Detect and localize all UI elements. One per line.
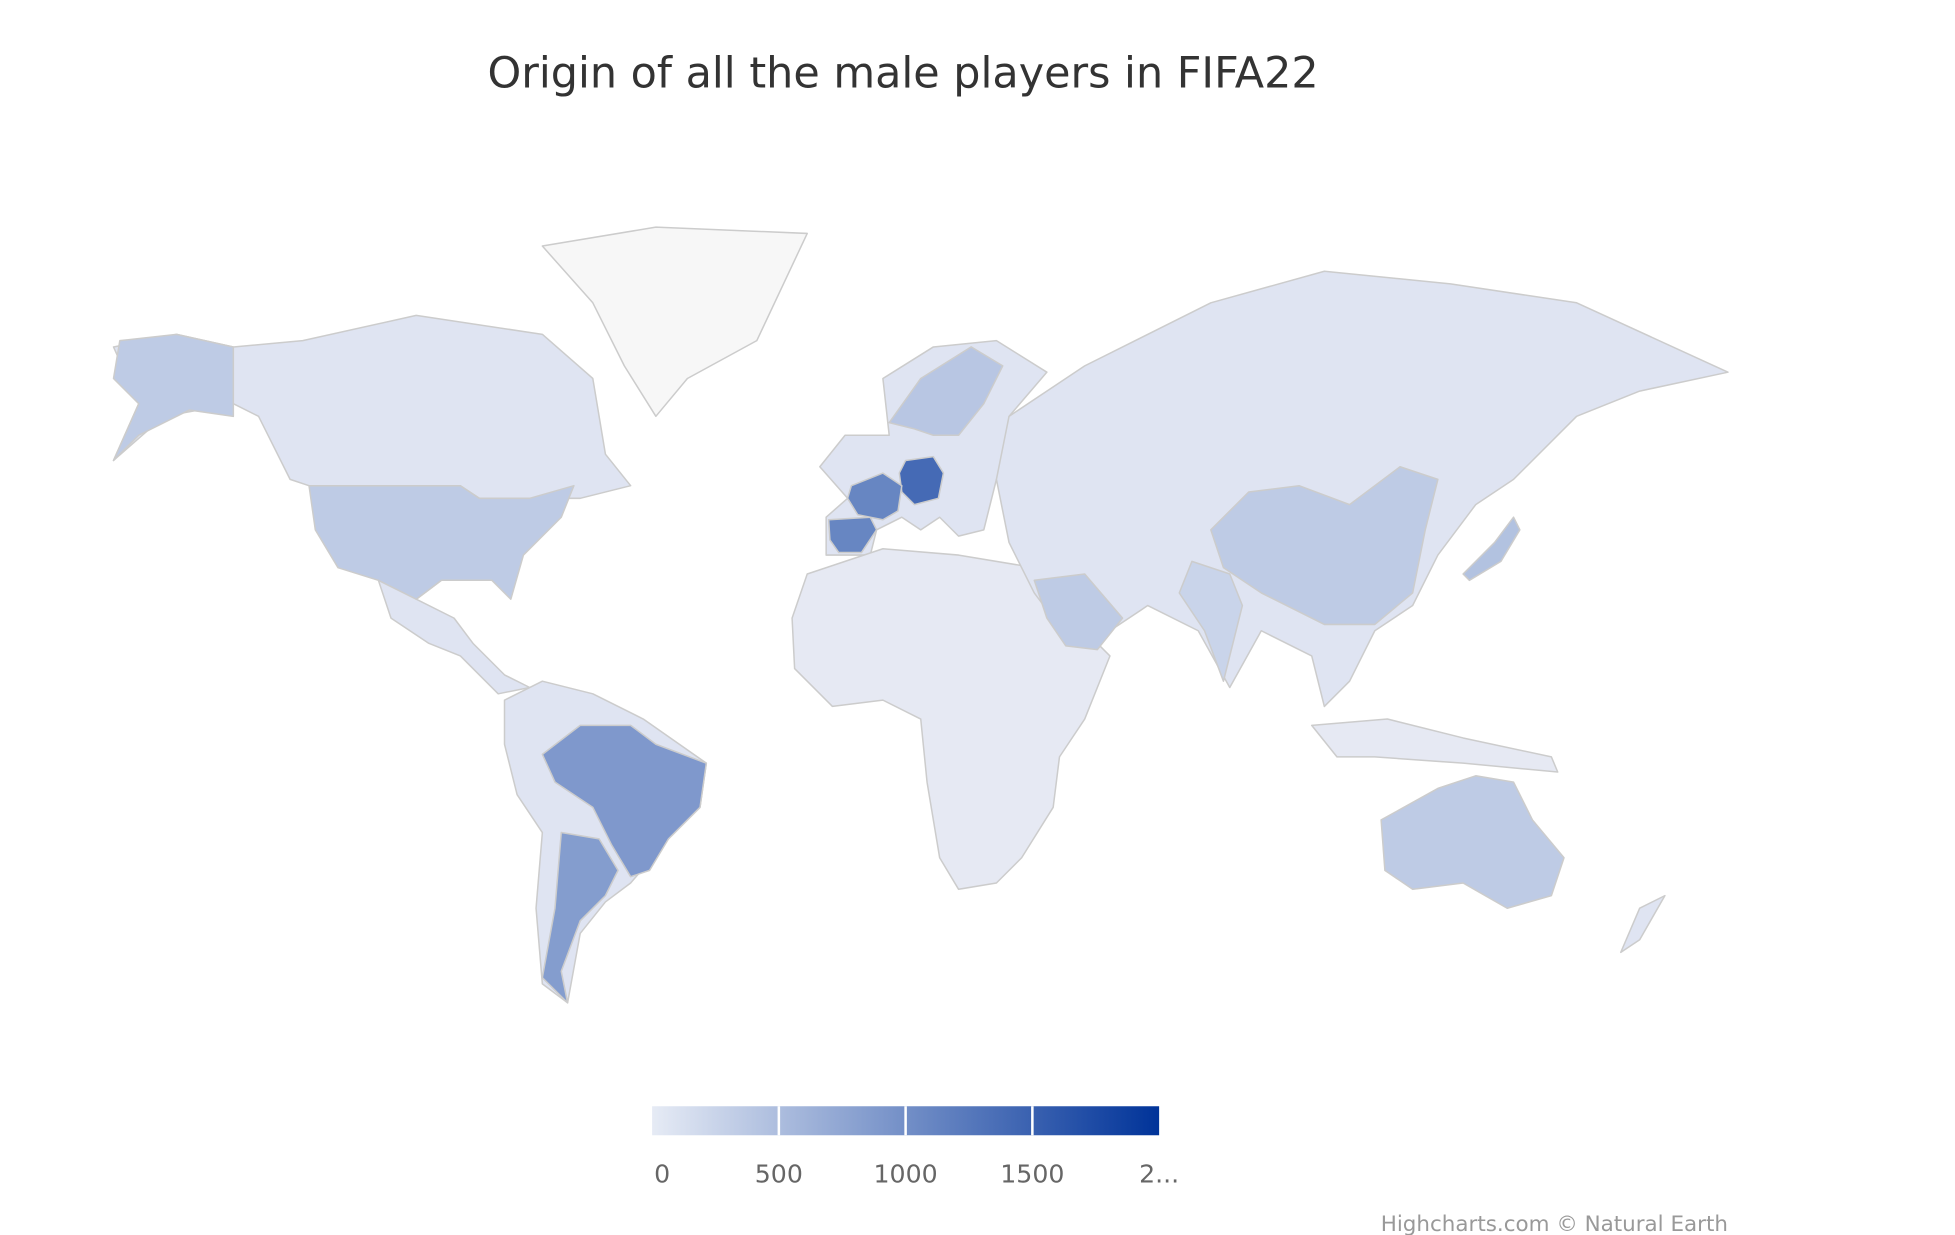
country — [308, 484, 575, 600]
tick-label: 1500 — [1000, 1160, 1064, 1189]
country — [541, 831, 619, 1004]
country — [846, 472, 903, 521]
country — [1462, 516, 1521, 582]
tick-label: 1000 — [874, 1160, 938, 1189]
tick-label: 500 — [755, 1160, 803, 1189]
tick-label: 2... — [1139, 1160, 1179, 1189]
country — [888, 346, 1004, 437]
chart-title: Origin of all the male players in FIFA22 — [487, 48, 1318, 98]
country — [827, 516, 878, 554]
country — [1210, 466, 1439, 626]
base-land — [112, 226, 1729, 1004]
land — [377, 579, 531, 695]
country — [898, 455, 945, 506]
country — [541, 724, 708, 878]
country — [1380, 775, 1565, 909]
regions — [112, 333, 1565, 1004]
color-axis-ticks: 0 500 1000 1500 2... — [654, 1106, 1179, 1189]
tick-label: 0 — [654, 1160, 670, 1189]
credits[interactable]: Highcharts.com © Natural Earth — [1381, 1212, 1728, 1235]
country — [1033, 573, 1124, 651]
land — [541, 226, 808, 418]
land — [1310, 718, 1559, 773]
country — [112, 333, 235, 462]
land — [995, 270, 1729, 708]
land — [1620, 894, 1666, 954]
country — [1178, 560, 1244, 682]
